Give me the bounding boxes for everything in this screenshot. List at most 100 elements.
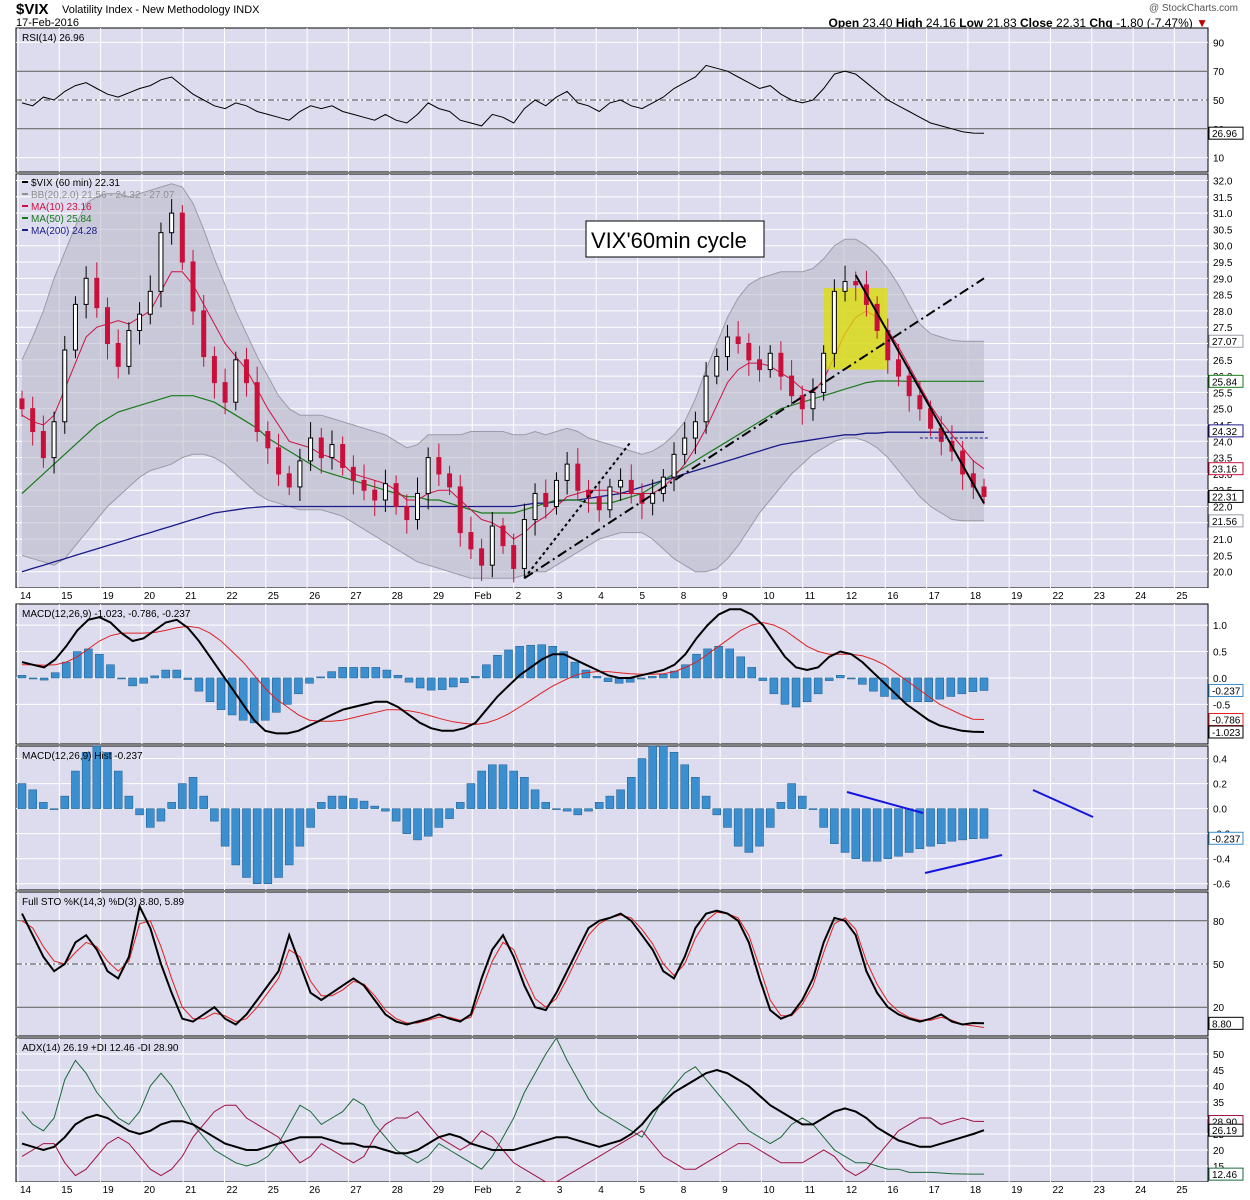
sto-value-label: 8.80 — [1212, 1019, 1232, 1030]
candle-body — [83, 277, 89, 305]
macd-hist-bar — [681, 664, 690, 679]
x-axis-bottom-label: 10 — [763, 1185, 775, 1196]
x-axis-bottom-label: 11 — [805, 1185, 816, 1196]
candle-body — [30, 408, 36, 433]
hist-bar — [605, 795, 615, 809]
hist-bar — [830, 808, 839, 844]
rsi-tick-label: 10 — [1213, 154, 1225, 165]
price-tick-label: 29.5 — [1213, 258, 1233, 269]
instrument-name: Volatility Index - New Methodology INDX — [62, 4, 260, 16]
x-axis-bottom-label: 23 — [1094, 1185, 1106, 1196]
candle-body — [692, 421, 698, 439]
macd-value-label: -0.237 — [1212, 686, 1241, 697]
macd-value-label-box — [1208, 683, 1244, 697]
macd-hist-bar — [769, 677, 779, 695]
x-axis-bottom-label: 18 — [970, 1185, 982, 1196]
candle-body — [682, 437, 688, 455]
candle-body — [553, 479, 559, 508]
hist-tick-label: 0.2 — [1213, 780, 1227, 791]
hist-legend: MACD(12,26,9) Hist -0.237 — [22, 751, 143, 762]
candle-body — [286, 473, 292, 488]
macd-hist-bar — [714, 646, 723, 679]
candle-body — [660, 476, 666, 494]
chart-header: $VIX Volatility Index - New Methodology … — [0, 0, 1250, 30]
macd-hist-bar — [437, 677, 447, 690]
candle-body — [543, 492, 549, 508]
hist-bar — [616, 789, 625, 809]
macd-hist-bar — [327, 671, 336, 679]
price-value-label-box — [1208, 374, 1244, 388]
price-value-label: 25.84 — [1212, 377, 1237, 388]
macd-hist-bar — [128, 677, 137, 687]
candle-body — [276, 447, 282, 475]
hist-bar — [370, 805, 379, 809]
x-axis-bottom-bg — [0, 1182, 1224, 1196]
ma200-line — [21, 431, 984, 573]
rsi-tick-label: 70 — [1213, 67, 1225, 78]
hist-bar — [317, 802, 326, 809]
price-tick-label: 26.5 — [1213, 356, 1233, 367]
hist-bar — [755, 808, 764, 847]
candle-body — [201, 310, 207, 358]
x-axis-top-label: 21 — [185, 591, 197, 602]
macd-hist-bar — [415, 677, 425, 689]
macd-hist-bar — [648, 676, 657, 679]
macd-hist-bar — [17, 675, 27, 679]
rsi-line — [21, 64, 985, 134]
x-axis-bottom-label: 12 — [846, 1185, 858, 1196]
macd-hist-bar — [482, 664, 491, 679]
hist-bar — [402, 808, 412, 834]
hist-bar — [691, 777, 700, 809]
hist-bar — [263, 808, 273, 884]
x-axis-top-label: 22 — [227, 591, 239, 602]
close-value: 22.31 — [1056, 16, 1087, 30]
macd-hist-bar — [338, 667, 347, 679]
candle-body — [265, 431, 271, 449]
price-legend-entry: $VIX (60 min) 22.31 — [31, 178, 120, 189]
x-axis-bottom-label: 15 — [61, 1185, 73, 1196]
x-axis-bottom-label: 22 — [227, 1185, 239, 1196]
x-axis-top-label: 25 — [1176, 591, 1188, 602]
adx-value-label: 28.90 — [1212, 1118, 1237, 1129]
candle-body — [618, 479, 624, 488]
candle-body — [436, 457, 442, 475]
candle-body — [254, 382, 260, 433]
hist-bar — [488, 764, 497, 809]
candle-body — [596, 496, 602, 511]
hist-bar — [199, 795, 208, 809]
hist-bar — [391, 808, 401, 822]
price-tick-label: 31.5 — [1213, 193, 1233, 204]
hist-bar — [156, 808, 166, 822]
x-axis-top-label: 22 — [1053, 591, 1065, 602]
adx-legend: ADX(14) 26.19 +DI 12.46 -DI 28.90 — [22, 1043, 179, 1054]
hist-bar — [627, 777, 636, 809]
hist-tick-label: 0.4 — [1213, 755, 1227, 766]
candle-body — [575, 463, 581, 491]
candle-body — [393, 483, 399, 508]
price-tick-label: 21.0 — [1213, 535, 1233, 546]
x-axis-top-label: 14 — [20, 591, 32, 602]
x-axis-bottom-label: 16 — [887, 1185, 899, 1196]
hist-bar — [872, 808, 882, 862]
candle-body — [308, 437, 314, 462]
hist-bar — [445, 808, 454, 819]
x-axis-bottom-label: 19 — [1011, 1185, 1023, 1196]
x-axis-top-label: 19 — [103, 591, 115, 602]
macd-hist-bar — [570, 661, 580, 679]
high-value: 24.16 — [925, 16, 956, 30]
macd-hist-bar — [471, 676, 480, 679]
high-label: High — [895, 16, 923, 30]
x-axis-bottom-label: 24 — [1135, 1185, 1147, 1196]
macd-hist-bar — [205, 677, 215, 702]
adx-value-label: 26.19 — [1212, 1126, 1237, 1137]
instrument-name-text: Volatility Index - New Methodology — [62, 4, 231, 16]
hist-bar — [466, 783, 476, 809]
x-axis-top-label: 2 — [516, 591, 522, 602]
macd-hist-bar — [957, 677, 967, 695]
hist-bar — [541, 802, 551, 809]
adx-tick-label: 40 — [1213, 1082, 1225, 1093]
sto-legend: Full STO %K(14,3) %D(3) 8.80, 5.89 — [22, 897, 185, 908]
price-legend-entry: MA(200) 24.28 — [31, 226, 98, 237]
candle-body — [72, 303, 78, 351]
hist-panel-background — [15, 745, 1209, 891]
